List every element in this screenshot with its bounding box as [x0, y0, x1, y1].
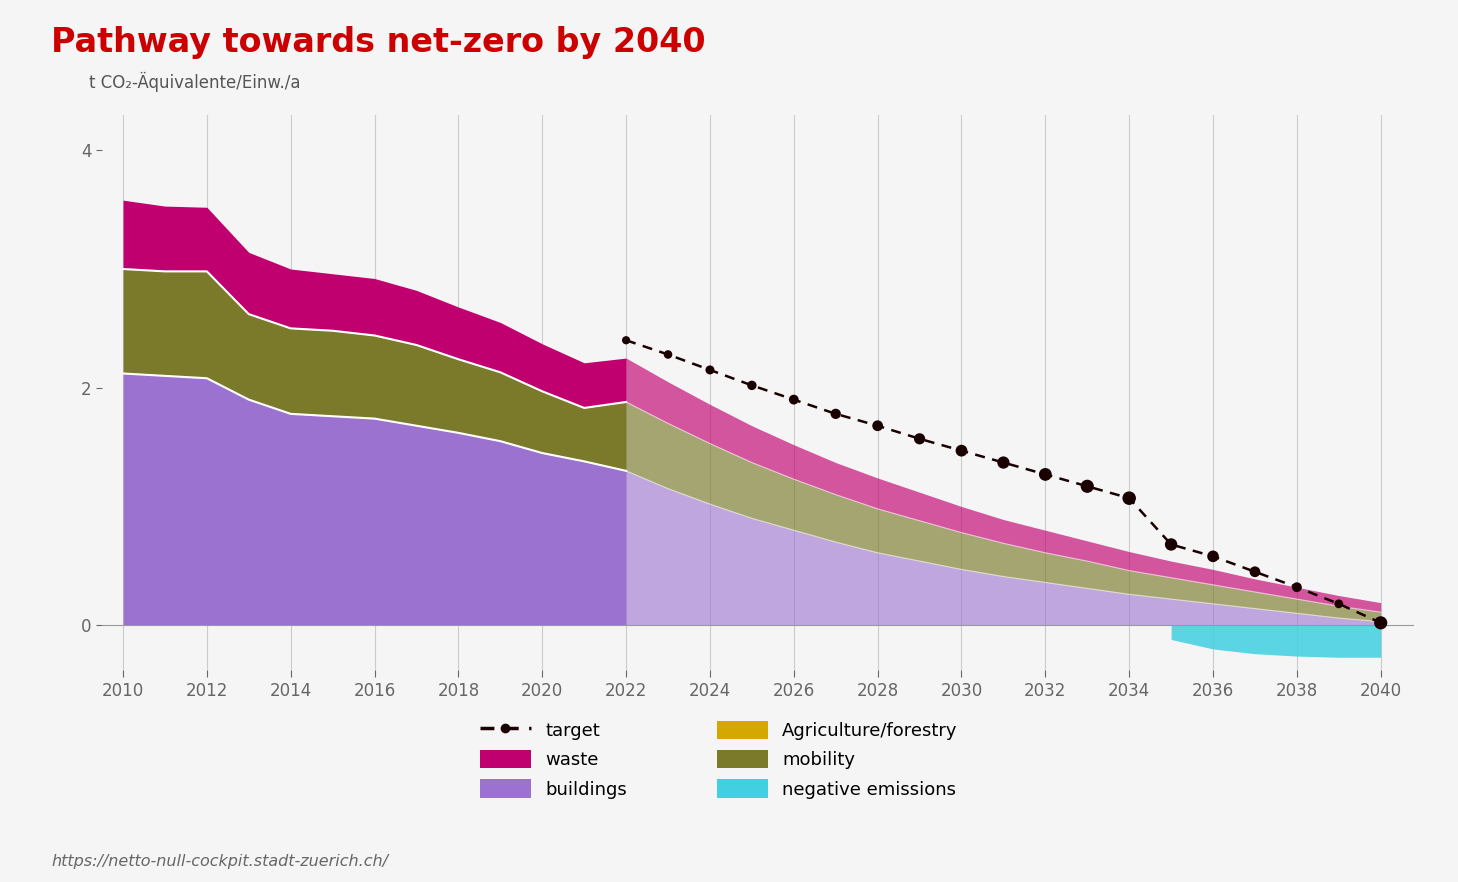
Point — [1284, 580, 1308, 594]
Legend: target, waste, buildings, Agriculture/forestry, mobility, negative emissions: target, waste, buildings, Agriculture/fo… — [472, 714, 965, 806]
Point — [1117, 491, 1140, 505]
Point — [781, 392, 805, 407]
Point — [698, 363, 722, 377]
Point — [1327, 597, 1350, 611]
Point — [991, 455, 1015, 469]
Point — [824, 407, 847, 421]
Point — [1076, 479, 1099, 493]
Point — [1244, 564, 1267, 579]
Point — [949, 444, 972, 458]
Text: https://netto-null-cockpit.stadt-zuerich.ch/: https://netto-null-cockpit.stadt-zuerich… — [51, 854, 388, 869]
Text: t CO₂-Äquivalente/Einw./a: t CO₂-Äquivalente/Einw./a — [89, 72, 300, 93]
Point — [741, 378, 764, 392]
Point — [614, 333, 637, 348]
Point — [1369, 616, 1392, 630]
Text: Pathway towards net-zero by 2040: Pathway towards net-zero by 2040 — [51, 26, 706, 59]
Point — [1034, 467, 1057, 482]
Point — [656, 348, 679, 362]
Point — [1159, 537, 1182, 551]
Point — [1201, 549, 1225, 564]
Point — [866, 419, 889, 433]
Point — [908, 431, 932, 445]
